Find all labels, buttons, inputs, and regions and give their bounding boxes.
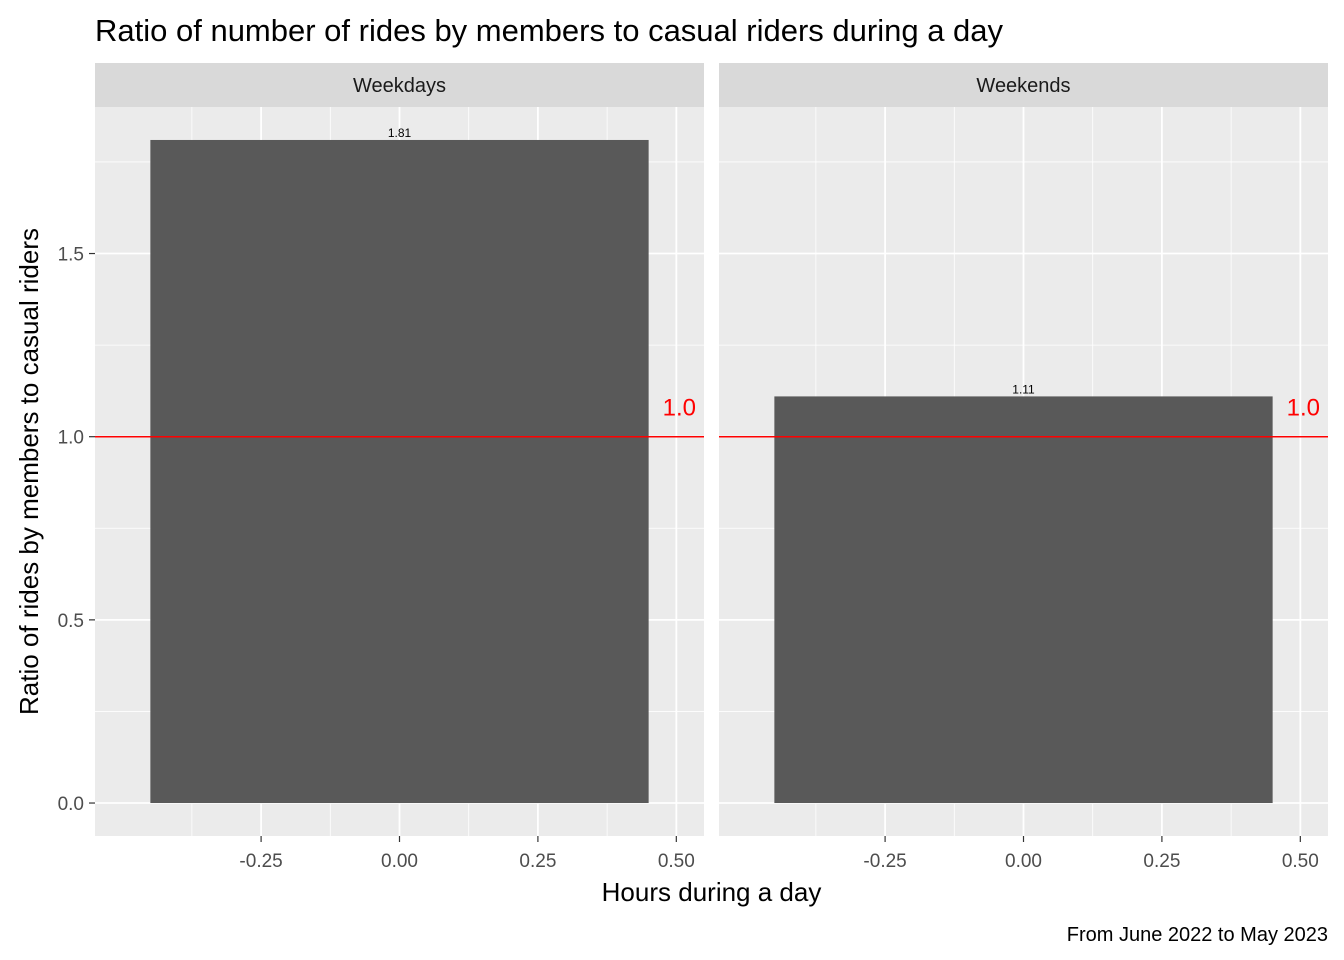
x-tick-label: -0.25 xyxy=(239,851,282,872)
x-tick-label: 0.00 xyxy=(381,851,418,872)
x-tick-label: 0.50 xyxy=(1282,851,1319,872)
x-tick-label: 0.00 xyxy=(1005,851,1042,872)
chart-title: Ratio of number of rides by members to c… xyxy=(95,13,1004,48)
facet-panels: 0.0 0.5 1.0 1.5 Weekdays 1.81 1.0 -0.25 0.00 0.25… xyxy=(58,63,1328,872)
reference-line-label-weekdays: 1.0 xyxy=(663,395,696,422)
x-axis-title: Hours during a day xyxy=(602,877,822,907)
data-label-weekdays: 1.81 xyxy=(388,126,412,140)
x-tick-label: 0.50 xyxy=(658,851,695,872)
x-tick-label: 0.25 xyxy=(519,851,556,872)
caption: From June 2022 to May 2023 xyxy=(1067,924,1328,946)
facet-label-weekends: Weekends xyxy=(976,75,1070,97)
reference-line-label-weekends: 1.0 xyxy=(1287,395,1320,422)
data-label-weekends: 1.11 xyxy=(1012,382,1035,396)
facet-strip-weekends xyxy=(719,63,1328,107)
facet-strip-weekdays xyxy=(95,63,704,107)
x-tick-label: 0.25 xyxy=(1143,851,1180,872)
y-tick-label: 1.0 xyxy=(58,428,84,449)
x-tick-label: -0.25 xyxy=(863,851,906,872)
facet-label-weekdays: Weekdays xyxy=(353,75,446,97)
bar-weekdays xyxy=(150,139,649,804)
bar-weekends xyxy=(774,396,1273,804)
y-tick-label: 0.0 xyxy=(58,794,84,815)
y-tick-label: 0.5 xyxy=(58,611,84,632)
y-axis-title: Ratio of rides by members to casual ride… xyxy=(14,228,44,715)
y-tick-label: 1.5 xyxy=(58,245,84,266)
